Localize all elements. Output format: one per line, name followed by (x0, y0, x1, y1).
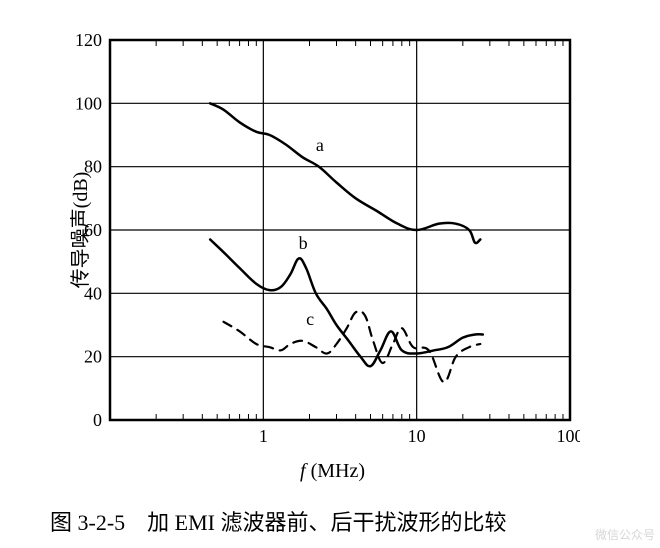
svg-text:40: 40 (84, 283, 102, 303)
series-b (210, 240, 483, 367)
chart-svg: 020406080100120110100abc (70, 30, 580, 450)
series-label-a: a (316, 135, 324, 155)
svg-text:0: 0 (93, 410, 102, 430)
x-axis-unit: (MHz) (311, 460, 365, 482)
svg-text:100: 100 (75, 93, 102, 113)
x-axis-label: f (MHz) (300, 460, 365, 483)
figure-caption: 图 3-2-5 加 EMI 滤波器前、后干扰波形的比较 (50, 505, 506, 537)
svg-text:10: 10 (408, 426, 426, 446)
svg-text:20: 20 (84, 347, 102, 367)
series-label-c: c (306, 309, 314, 329)
series-a (210, 103, 480, 243)
chart-container: 020406080100120110100abc (70, 30, 590, 450)
series-label-b: b (299, 233, 308, 253)
svg-text:100: 100 (557, 426, 581, 446)
svg-text:60: 60 (84, 220, 102, 240)
svg-text:1: 1 (259, 426, 268, 446)
svg-text:80: 80 (84, 157, 102, 177)
svg-text:120: 120 (75, 30, 102, 50)
watermark: 微信公众号 (595, 526, 655, 543)
x-axis-var: f (300, 460, 306, 482)
